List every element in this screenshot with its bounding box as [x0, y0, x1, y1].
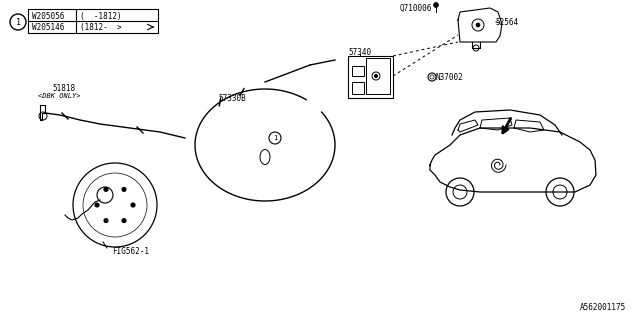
Bar: [352, 82, 364, 94]
Bar: [352, 66, 364, 76]
Circle shape: [476, 23, 480, 27]
Text: W205056: W205056: [32, 12, 65, 20]
Text: W205146: W205146: [32, 22, 65, 31]
Text: 52564: 52564: [495, 18, 518, 27]
Text: N37002: N37002: [435, 73, 463, 82]
Circle shape: [122, 188, 126, 191]
Circle shape: [269, 132, 281, 144]
Circle shape: [433, 3, 438, 7]
Bar: [28, 9, 158, 33]
Text: Q710006: Q710006: [400, 4, 433, 12]
Circle shape: [104, 188, 108, 191]
Text: (1812-  >: (1812- >: [80, 22, 122, 31]
Circle shape: [131, 203, 135, 207]
Text: 57340: 57340: [348, 47, 371, 57]
Circle shape: [374, 75, 378, 77]
Circle shape: [95, 203, 99, 207]
Text: 51818: 51818: [52, 84, 75, 92]
Text: 1: 1: [15, 18, 20, 27]
Bar: [348, 56, 393, 98]
Text: A562001175: A562001175: [580, 303, 627, 312]
Text: <DBK ONLY>: <DBK ONLY>: [38, 93, 81, 99]
Circle shape: [104, 219, 108, 223]
Circle shape: [122, 219, 126, 223]
Text: 57330B: 57330B: [218, 93, 246, 102]
Text: 1: 1: [273, 135, 277, 141]
Text: (  -1812): ( -1812): [80, 12, 122, 20]
Bar: [366, 58, 390, 94]
Text: FIG562-1: FIG562-1: [112, 247, 149, 257]
